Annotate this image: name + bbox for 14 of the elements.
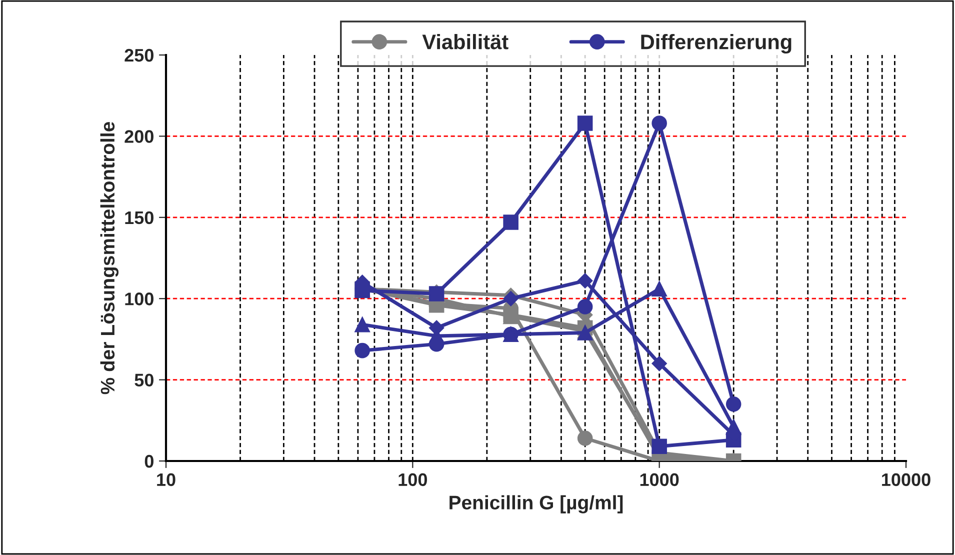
x-axis-title: Penicillin G [µg/ml] [450,495,623,514]
x-tick-label: 10000 [882,473,930,486]
y-tick-label: 200 [124,130,154,143]
legend-label: Viabilität [422,34,508,50]
x-tick-label: 1000 [640,473,679,486]
y-axis-title: % der Lösungsmittelkontrolle [100,122,119,394]
y-tick-label: 250 [124,48,154,62]
y-tick-label: 150 [125,211,154,224]
x-tick-label: 100 [398,473,427,486]
y-tick-label: 0 [144,454,154,468]
x-tick-label: 10 [157,473,176,486]
y-tick-label: 100 [125,292,154,306]
y-tick-label: 50 [134,374,154,387]
legend-label: Differenzierung [641,34,792,54]
